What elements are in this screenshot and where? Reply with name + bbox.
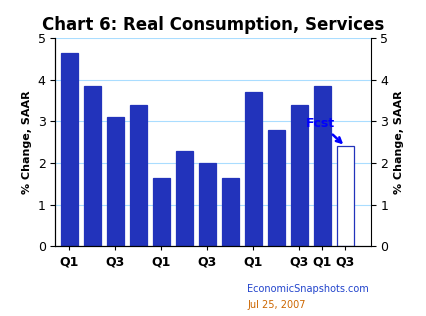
Bar [291,105,308,246]
Bar [199,163,216,246]
Bar [153,178,170,246]
Bar [60,52,78,246]
Text: Jul 25, 2007: Jul 25, 2007 [247,300,305,310]
Bar [106,117,124,246]
Text: Fcst: Fcst [306,117,341,143]
Bar [130,105,147,246]
Y-axis label: % Change, SAAR: % Change, SAAR [394,90,404,194]
Y-axis label: % Change, SAAR: % Change, SAAR [22,90,32,194]
Bar [222,178,239,246]
Title: Chart 6: Real Consumption, Services: Chart 6: Real Consumption, Services [42,15,384,33]
Bar [245,92,262,246]
Text: EconomicSnapshots.com: EconomicSnapshots.com [247,284,369,294]
Bar [337,146,354,246]
Bar [176,150,193,246]
Bar [314,86,331,246]
Bar [83,86,101,246]
Bar [268,130,285,246]
